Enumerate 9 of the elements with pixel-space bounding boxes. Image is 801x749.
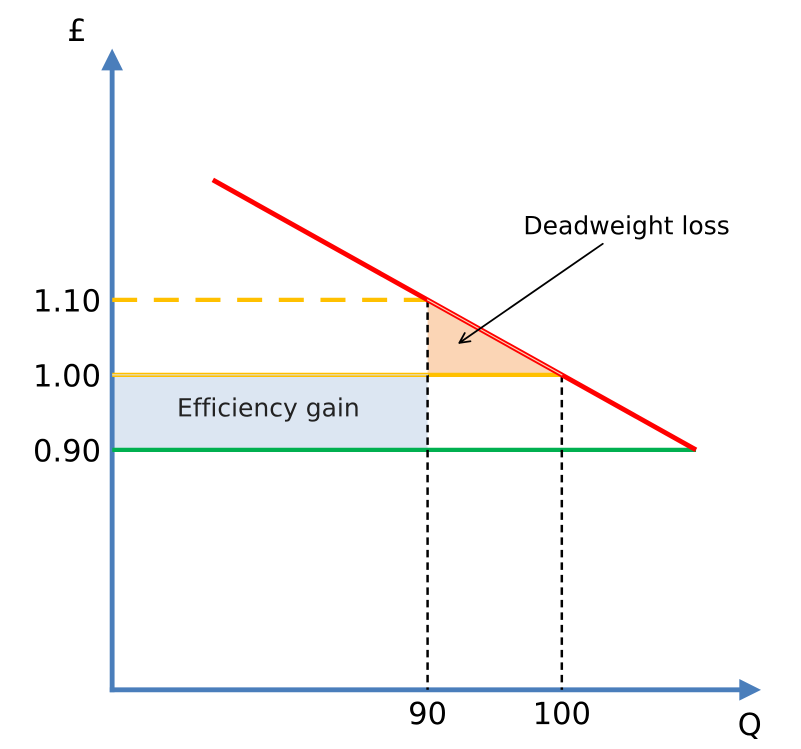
y-tick-label: 0.90: [35, 438, 99, 462]
annotation: Efficiency gain: [179, 397, 358, 422]
x-tick-label: 90: [410, 701, 445, 725]
annotation: Deadweight loss: [526, 215, 729, 240]
y-tick-label: 1.10: [36, 288, 99, 312]
x-tick-label: 100: [536, 701, 589, 725]
y-tick-label: 1.00: [36, 364, 99, 387]
y-axis-title: £: [69, 18, 84, 41]
x-axis-title: Q: [739, 712, 760, 740]
